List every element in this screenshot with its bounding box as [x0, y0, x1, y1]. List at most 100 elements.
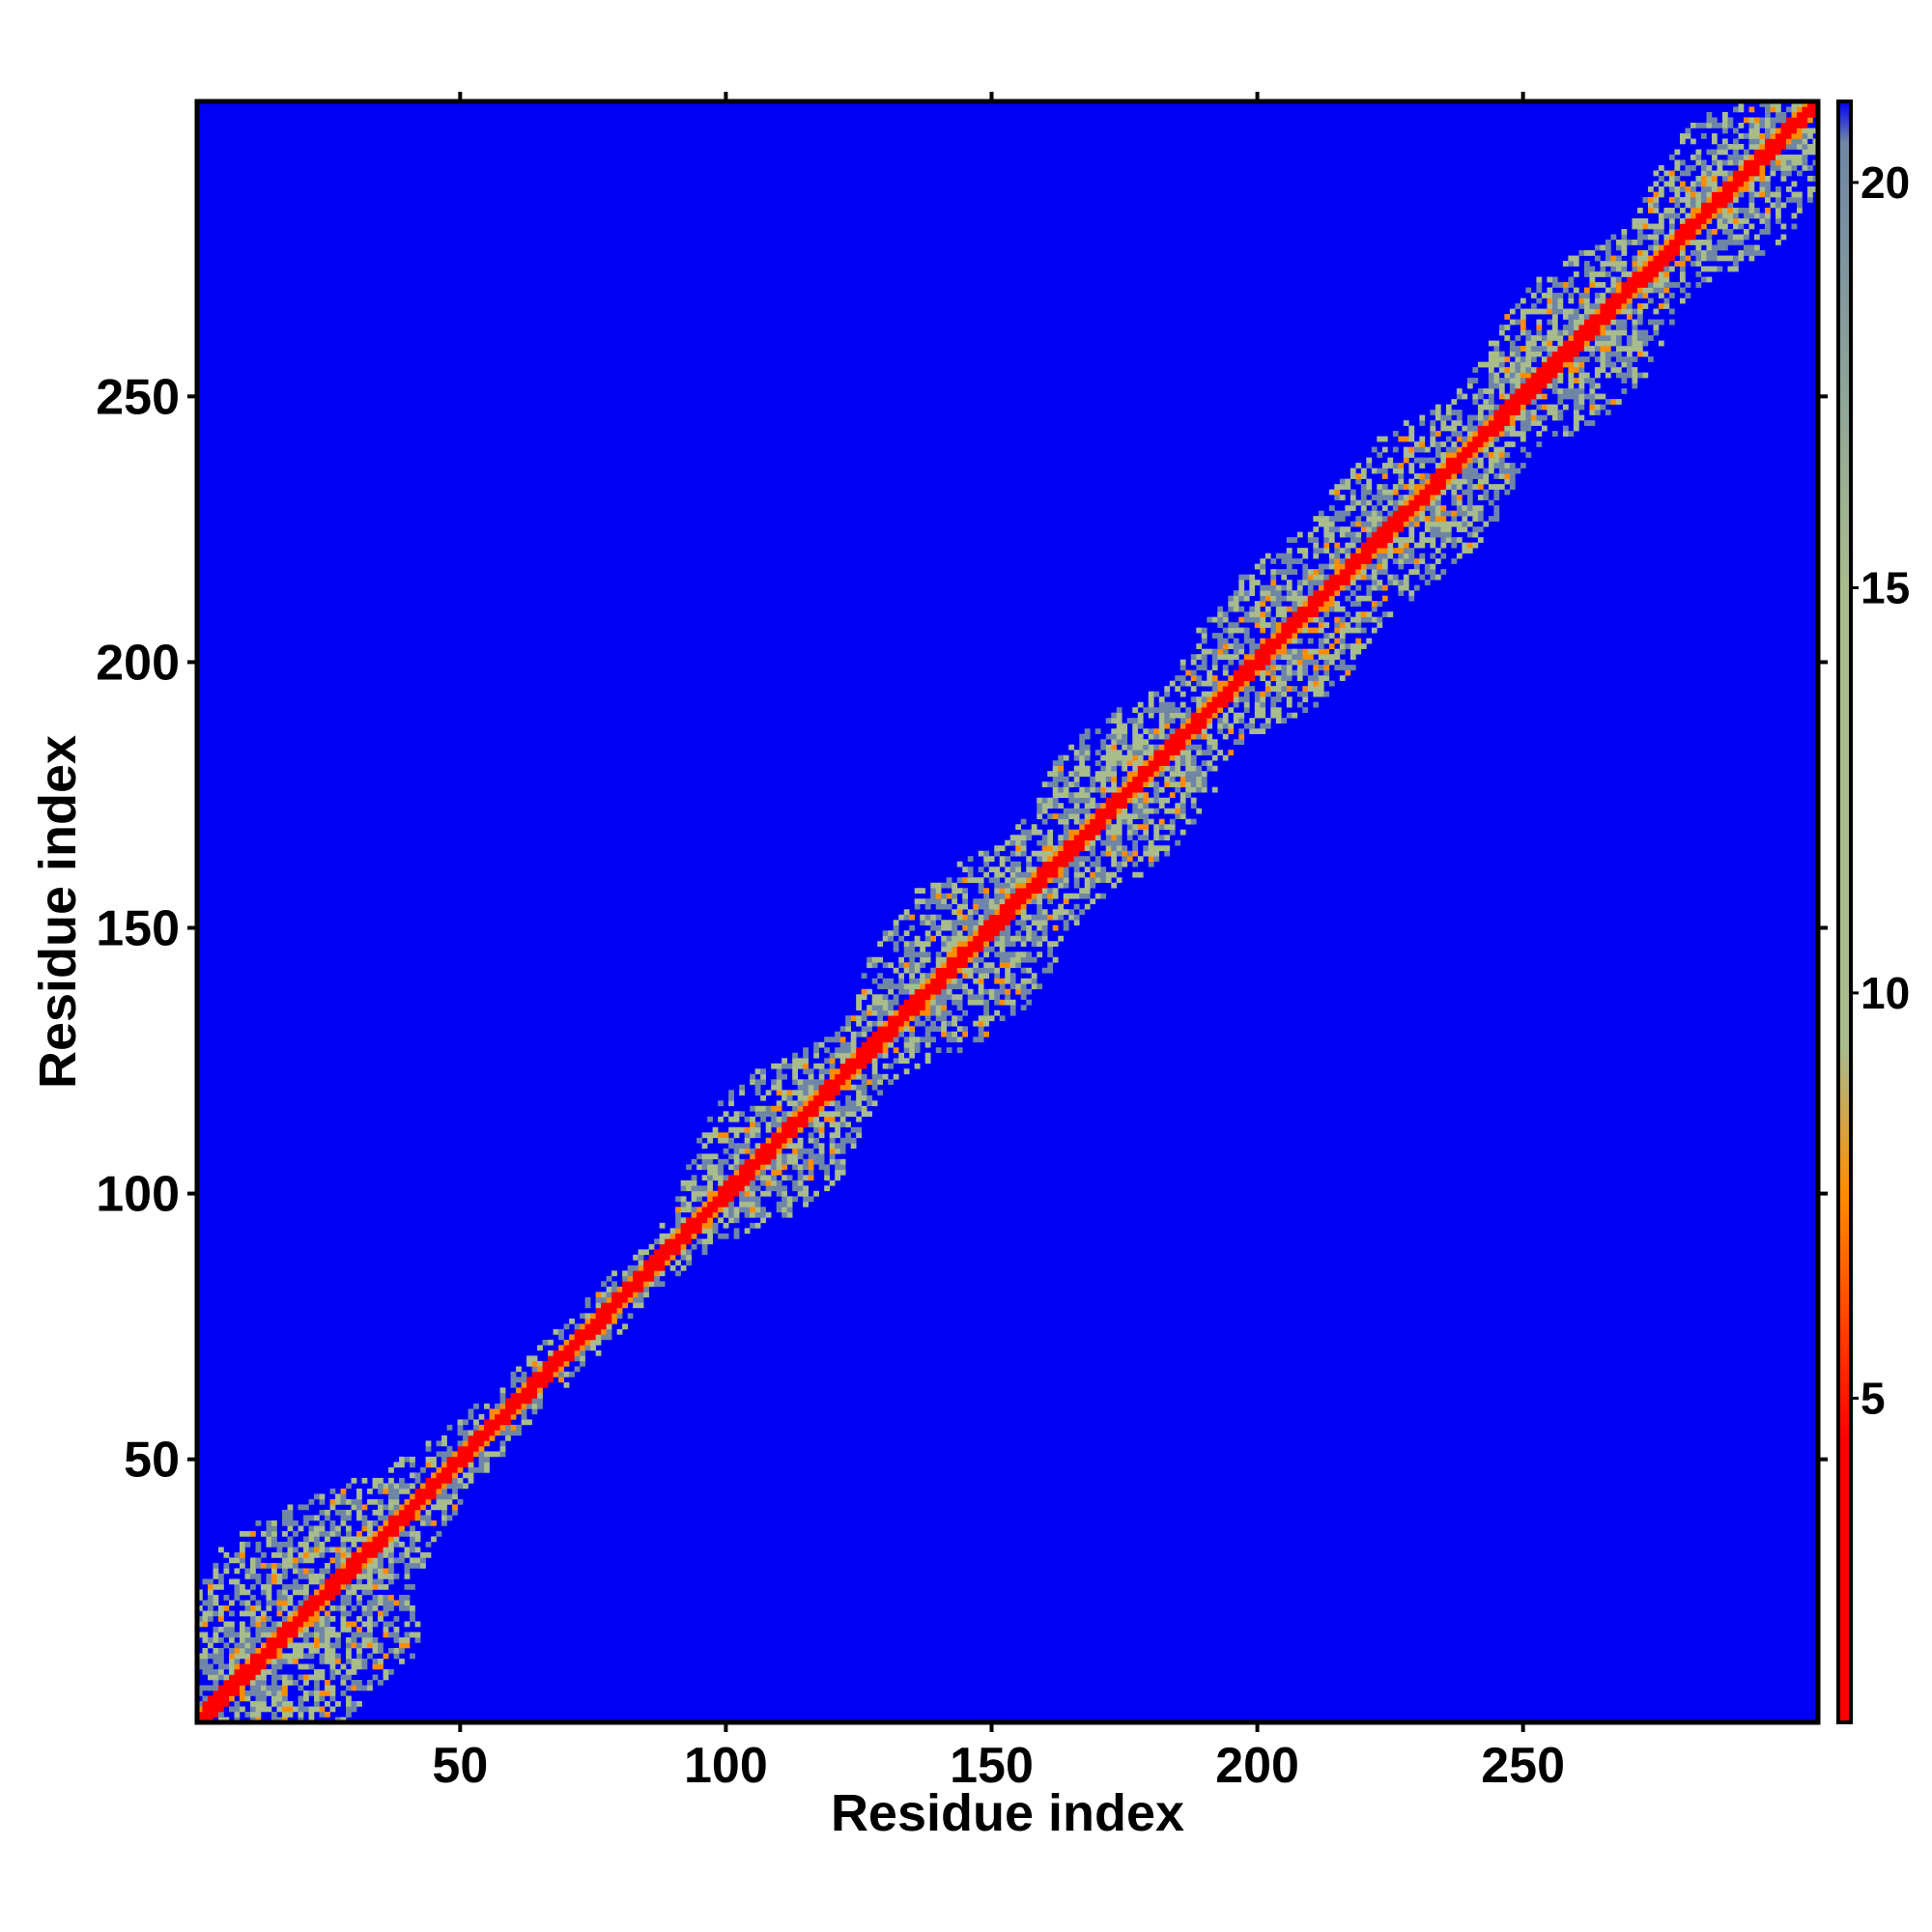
heatmap-cell: [197, 1589, 203, 1596]
heatmap-cell: [718, 1207, 724, 1213]
heatmap-cell: [845, 1026, 851, 1033]
heatmap-cell: [861, 1026, 867, 1033]
heatmap-cell: [223, 1626, 230, 1633]
heatmap-cell: [1302, 707, 1309, 713]
heatmap-cell: [952, 924, 958, 931]
heatmap-cell: [824, 1111, 830, 1118]
heatmap-cell: [208, 1583, 213, 1590]
heatmap-cell: [723, 1148, 729, 1154]
heatmap-cell: [319, 1706, 326, 1713]
heatmap-cell: [234, 1706, 241, 1713]
heatmap-cell: [1068, 744, 1075, 751]
heatmap-cell: [1377, 601, 1383, 607]
heatmap-cell: [1355, 537, 1362, 543]
heatmap-cell: [346, 1562, 352, 1569]
heatmap-cell: [983, 946, 990, 952]
heatmap-cell: [856, 1090, 862, 1096]
heatmap-cell: [1015, 839, 1022, 846]
heatmap-cell: [1281, 643, 1288, 649]
heatmap-cell: [1094, 750, 1101, 755]
heatmap-cell: [1292, 638, 1298, 644]
heatmap-cell: [234, 1668, 241, 1675]
heatmap-cell: [452, 1488, 458, 1494]
heatmap-cell: [531, 1366, 538, 1373]
heatmap-cell: [776, 1190, 782, 1197]
heatmap-cell: [1472, 452, 1479, 458]
heatmap-cell: [988, 924, 995, 931]
heatmap-cell: [903, 962, 910, 969]
heatmap-cell: [484, 1456, 490, 1463]
heatmap-cell: [298, 1605, 304, 1611]
heatmap-cell: [351, 1589, 357, 1596]
heatmap-cell: [1413, 489, 1420, 496]
heatmap-cell: [378, 1615, 384, 1622]
heatmap-cell: [393, 1536, 400, 1543]
heatmap-cell: [1041, 877, 1048, 884]
heatmap-cell: [329, 1653, 336, 1660]
heatmap-cell: [733, 1153, 740, 1160]
heatmap-cell: [404, 1515, 411, 1521]
heatmap-cell: [856, 1094, 862, 1101]
heatmap-cell: [1233, 712, 1239, 719]
heatmap-cell: [1392, 484, 1399, 490]
heatmap-cell: [776, 1122, 782, 1128]
heatmap-cell: [707, 1211, 713, 1218]
heatmap-cell: [367, 1573, 373, 1579]
heatmap-cell: [920, 999, 926, 1006]
heatmap-cell: [797, 1090, 804, 1096]
heatmap-cell: [510, 1381, 517, 1388]
heatmap-cell: [1440, 531, 1447, 538]
heatmap-cell: [1483, 404, 1490, 411]
heatmap-cell: [994, 893, 1001, 899]
heatmap-cell: [813, 1116, 819, 1122]
heatmap-cell: [1462, 510, 1468, 517]
heatmap-cell: [1515, 378, 1521, 384]
heatmap-cell: [266, 1685, 272, 1691]
heatmap-cell: [1515, 383, 1521, 389]
heatmap-cell: [1264, 686, 1271, 692]
heatmap-cell: [1307, 648, 1314, 655]
heatmap-cell: [835, 1052, 840, 1059]
heatmap-cell: [452, 1483, 458, 1490]
heatmap-cell: [383, 1626, 389, 1633]
heatmap-cell: [1175, 675, 1181, 681]
heatmap-cell: [1111, 792, 1118, 799]
heatmap-cell: [1041, 924, 1048, 931]
heatmap-cell: [1483, 452, 1490, 458]
heatmap-cell: [1233, 686, 1239, 692]
heatmap-cell: [962, 956, 969, 963]
heatmap-cell: [1217, 616, 1224, 623]
heatmap-cell: [1323, 580, 1330, 585]
heatmap-cell: [361, 1547, 368, 1553]
heatmap-cell: [1408, 495, 1415, 500]
heatmap-cell: [1179, 665, 1186, 670]
heatmap-cell: [839, 1047, 846, 1054]
heatmap-cell: [1238, 643, 1245, 649]
heatmap-cell: [1435, 452, 1441, 458]
heatmap-cell: [1207, 750, 1213, 755]
heatmap-cell: [1387, 495, 1394, 500]
heatmap-cell: [314, 1551, 320, 1558]
heatmap-cell: [1132, 739, 1139, 745]
heatmap-cell: [1435, 478, 1441, 485]
heatmap-cell: [1275, 696, 1282, 702]
heatmap-cell: [1483, 478, 1490, 485]
heatmap-cell: [1047, 914, 1054, 921]
heatmap-cell: [1350, 648, 1356, 655]
heatmap-cell: [356, 1573, 362, 1579]
heatmap-cell: [1493, 473, 1500, 479]
heatmap-cell: [1122, 786, 1128, 793]
heatmap-cell: [1551, 356, 1558, 362]
heatmap-cell: [367, 1610, 373, 1617]
heatmap-cell: [1424, 446, 1431, 453]
heatmap-cell: [308, 1573, 315, 1579]
heatmap-cell: [909, 988, 916, 995]
heatmap-cell: [1105, 718, 1112, 724]
heatmap-cell: [1052, 760, 1059, 766]
heatmap-cell: [213, 1636, 219, 1643]
heatmap-cell: [914, 952, 921, 958]
heatmap-cell: [223, 1562, 230, 1569]
heatmap-cell: [1515, 410, 1521, 415]
heatmap-cell: [765, 1126, 772, 1133]
heatmap-cell: [786, 1094, 793, 1101]
